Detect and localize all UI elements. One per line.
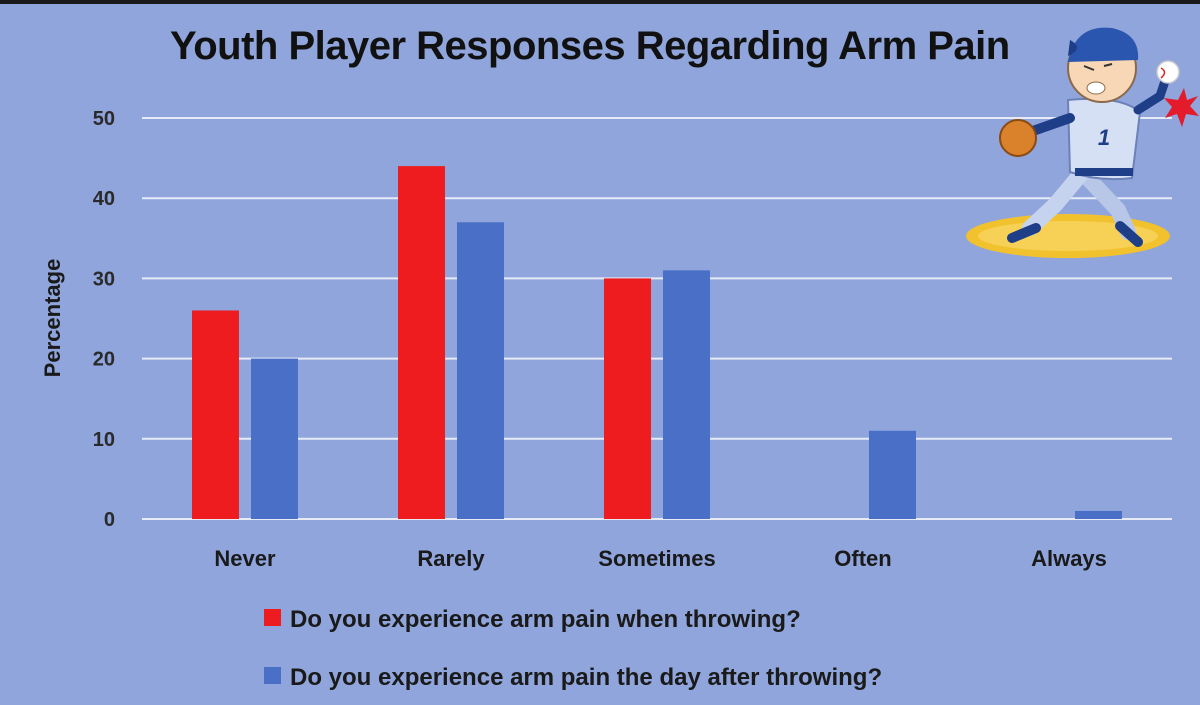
bar-rarely-series-2 [457,222,504,519]
baseball-pitcher-icon: 1 [966,27,1199,258]
bar-sometimes-series-2 [663,270,710,519]
legend: Do you experience arm pain when throwing… [264,606,882,691]
y-tick-label: 50 [93,108,115,130]
y-axis-label: Percentage [40,259,65,378]
bars [192,166,1122,519]
legend-label-series-1: Do you experience arm pain when throwing… [290,606,801,633]
x-category-label: Often [834,546,891,571]
bar-often-series-2 [869,430,916,519]
y-tick-label: 30 [93,268,115,290]
gridlines [142,117,1172,520]
bar-never-series-2 [251,358,298,519]
svg-text:1: 1 [1098,125,1110,150]
pain-burst [1164,88,1199,127]
y-tick-label: 0 [104,509,115,531]
glove [999,119,1037,157]
bar-rarely-series-1 [398,166,445,519]
baseball [1156,60,1180,84]
chart-title: Youth Player Responses Regarding Arm Pai… [170,24,1010,68]
x-category-label: Rarely [417,546,485,571]
x-category-label: Sometimes [598,546,715,571]
bar-always-series-2 [1075,510,1122,519]
bar-never-series-1 [192,310,239,519]
legend-label-series-2: Do you experience arm pain the day after… [290,664,882,691]
legend-swatch-series-1 [264,609,281,626]
y-tick-label: 40 [93,188,115,210]
x-category-label: Never [214,546,276,571]
bar-sometimes-series-1 [604,278,651,519]
x-axis-categories: Never Rarely Sometimes Often Always [214,546,1106,571]
legend-swatch-series-2 [264,667,281,684]
y-axis-ticks: 0 10 20 30 40 50 [93,108,115,531]
y-tick-label: 20 [93,349,115,371]
y-tick-label: 10 [93,429,115,451]
x-category-label: Always [1031,546,1107,571]
top-border [0,0,1200,4]
